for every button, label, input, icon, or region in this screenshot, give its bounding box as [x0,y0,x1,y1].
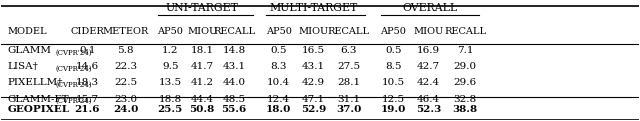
Text: RECALL: RECALL [328,27,370,36]
Text: (CVPR'24): (CVPR'24) [56,81,92,89]
Text: 55.6: 55.6 [221,105,246,114]
Text: MIOU: MIOU [187,27,217,36]
Text: 44.4: 44.4 [191,95,214,104]
Text: 8.5: 8.5 [385,62,401,71]
Text: MIOU: MIOU [298,27,329,36]
Text: 6.3: 6.3 [340,46,357,55]
Text: 52.9: 52.9 [301,105,326,114]
Text: 18.8: 18.8 [159,95,182,104]
Text: 5.8: 5.8 [117,46,134,55]
Text: 18.0: 18.0 [266,105,291,114]
Text: 47.1: 47.1 [302,95,325,104]
Text: 42.7: 42.7 [417,62,440,71]
Text: UNI-TARGET: UNI-TARGET [166,3,239,13]
Text: 19.0: 19.0 [381,105,406,114]
Text: 0.1: 0.1 [79,46,95,55]
Text: 12.4: 12.4 [267,95,290,104]
Text: AP50: AP50 [157,27,183,36]
Text: 43.1: 43.1 [223,62,246,71]
Text: 25.5: 25.5 [157,105,183,114]
Text: LISA†: LISA† [8,62,38,71]
Text: 16.5: 16.5 [302,46,325,55]
Text: 1.2: 1.2 [162,46,179,55]
Text: 28.1: 28.1 [337,79,360,87]
Text: 29.6: 29.6 [454,79,477,87]
Text: 29.0: 29.0 [454,62,477,71]
Text: (CVPR'24): (CVPR'24) [56,49,92,57]
Text: 22.3: 22.3 [114,62,137,71]
Text: AP50: AP50 [380,27,406,36]
Text: 18.3: 18.3 [76,79,99,87]
Text: 42.9: 42.9 [302,79,325,87]
Text: GLAMM: GLAMM [8,46,52,55]
Text: 24.0: 24.0 [113,105,138,114]
Text: 38.8: 38.8 [452,105,478,114]
Text: 46.4: 46.4 [417,95,440,104]
Text: AP50: AP50 [266,27,291,36]
Text: MULTI-TARGET: MULTI-TARGET [269,3,358,13]
Text: 10.5: 10.5 [381,79,405,87]
Text: 0.5: 0.5 [270,46,287,55]
Text: GEOPIXEL: GEOPIXEL [8,105,70,114]
Text: 12.5: 12.5 [381,95,405,104]
Text: RECALL: RECALL [444,27,486,36]
Text: 21.6: 21.6 [75,105,100,114]
Text: 50.8: 50.8 [189,105,215,114]
Text: (CVPR'24): (CVPR'24) [56,97,92,105]
Text: 43.1: 43.1 [302,62,325,71]
Text: PIXELLM†: PIXELLM† [8,79,63,87]
Text: GLAMM-FT: GLAMM-FT [8,95,69,104]
Text: 16.9: 16.9 [417,46,440,55]
Text: 48.5: 48.5 [223,95,246,104]
Text: 13.5: 13.5 [159,79,182,87]
Text: METEOR: METEOR [102,27,148,36]
Text: 7.1: 7.1 [457,46,474,55]
Text: MIOU: MIOU [413,27,444,36]
Text: 44.0: 44.0 [223,79,246,87]
Text: MODEL: MODEL [8,27,47,36]
Text: 9.5: 9.5 [162,62,179,71]
Text: 37.0: 37.0 [336,105,362,114]
Text: 42.4: 42.4 [417,79,440,87]
Text: 14.8: 14.8 [223,46,246,55]
Text: (CVPR'24): (CVPR'24) [56,65,92,73]
Text: RECALL: RECALL [213,27,255,36]
Text: 41.2: 41.2 [191,79,214,87]
Text: CIDER: CIDER [70,27,104,36]
Text: 27.5: 27.5 [337,62,360,71]
Text: 52.3: 52.3 [416,105,441,114]
Text: 10.4: 10.4 [267,79,290,87]
Text: 32.8: 32.8 [454,95,477,104]
Text: OVERALL: OVERALL [402,3,457,13]
Text: 18.1: 18.1 [191,46,214,55]
Text: 8.3: 8.3 [270,62,287,71]
Text: 15.7: 15.7 [76,95,99,104]
Text: 14.6: 14.6 [76,62,99,71]
Text: 41.7: 41.7 [191,62,214,71]
Text: 31.1: 31.1 [337,95,360,104]
Text: 0.5: 0.5 [385,46,401,55]
Text: 23.0: 23.0 [114,95,137,104]
Text: 22.5: 22.5 [114,79,137,87]
